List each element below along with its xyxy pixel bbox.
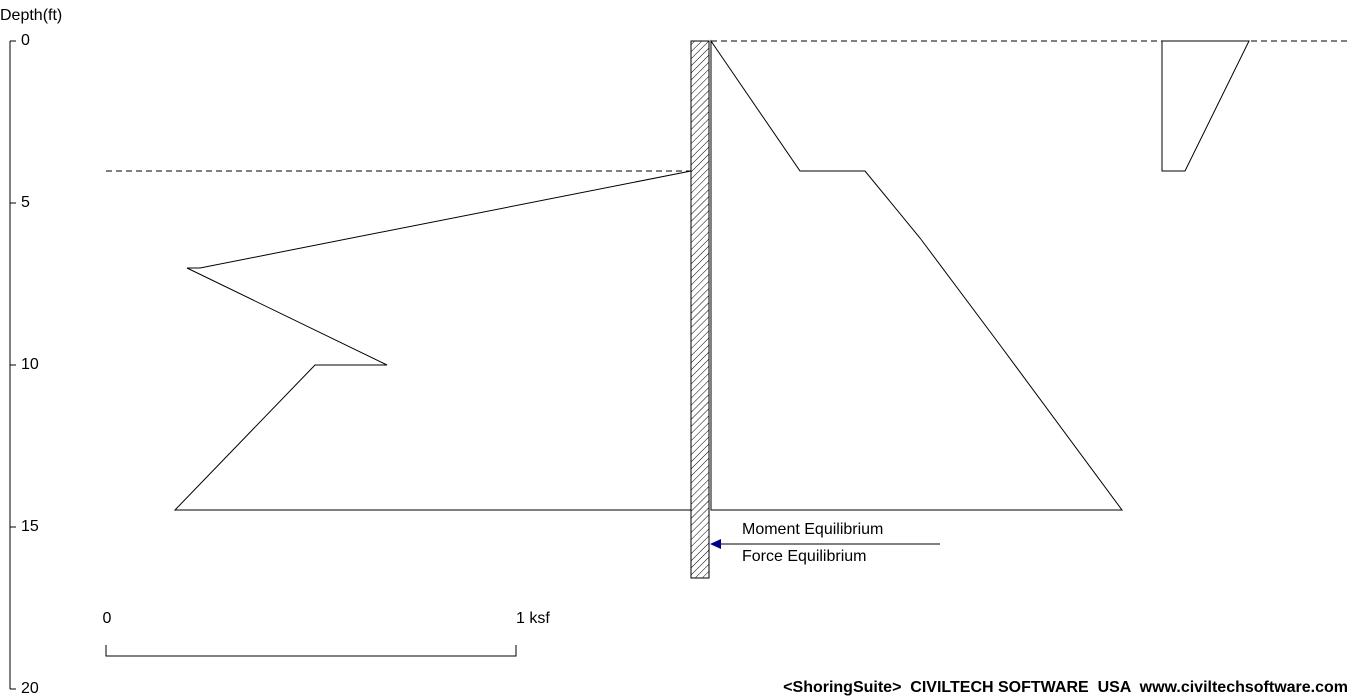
tick-label: 5: [21, 194, 30, 211]
legend-moment: Moment Equilibrium: [742, 521, 883, 538]
surcharge-pressure: [1161, 40, 1250, 172]
scale-bar: [105, 645, 517, 657]
active-pressure: [710, 39, 1123, 511]
scale-end: 1 ksf: [516, 610, 550, 627]
tick-label: 15: [21, 518, 39, 535]
arrow-head: [710, 539, 721, 549]
footer: <ShoringSuite> CIVILTECH SOFTWARE USA ww…: [783, 679, 1348, 696]
scale-start: 0: [103, 610, 112, 627]
tick-label: 20: [21, 680, 39, 697]
axis-ticks: 0 5 10 15 20: [10, 32, 39, 697]
tick-label: 10: [21, 356, 39, 373]
passive-pressure: [173, 170, 692, 511]
wall: [690, 40, 710, 579]
legend-force: Force Equilibrium: [742, 548, 866, 565]
tick-label: 0: [21, 32, 30, 49]
axis-label: Depth(ft): [0, 7, 62, 24]
